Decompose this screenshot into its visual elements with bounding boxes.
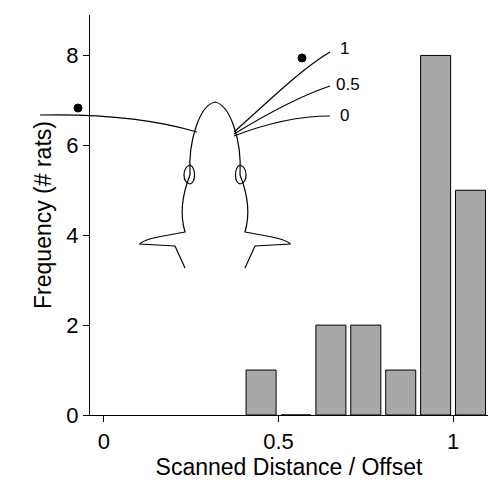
svg-text:0.5: 0.5 xyxy=(263,429,294,454)
svg-text:4: 4 xyxy=(66,223,78,248)
svg-text:0.5: 0.5 xyxy=(336,75,360,94)
svg-text:0: 0 xyxy=(340,106,349,125)
svg-text:8: 8 xyxy=(66,43,78,68)
svg-text:2: 2 xyxy=(66,313,78,338)
svg-text:0: 0 xyxy=(66,403,78,428)
svg-text:1: 1 xyxy=(447,429,459,454)
svg-text:Scanned Distance / Offset: Scanned Distance / Offset xyxy=(156,454,423,480)
svg-text:Frequency (# rats): Frequency (# rats) xyxy=(30,121,56,309)
svg-text:1: 1 xyxy=(340,39,349,58)
svg-text:0: 0 xyxy=(98,429,110,454)
svg-text:6: 6 xyxy=(66,133,78,158)
